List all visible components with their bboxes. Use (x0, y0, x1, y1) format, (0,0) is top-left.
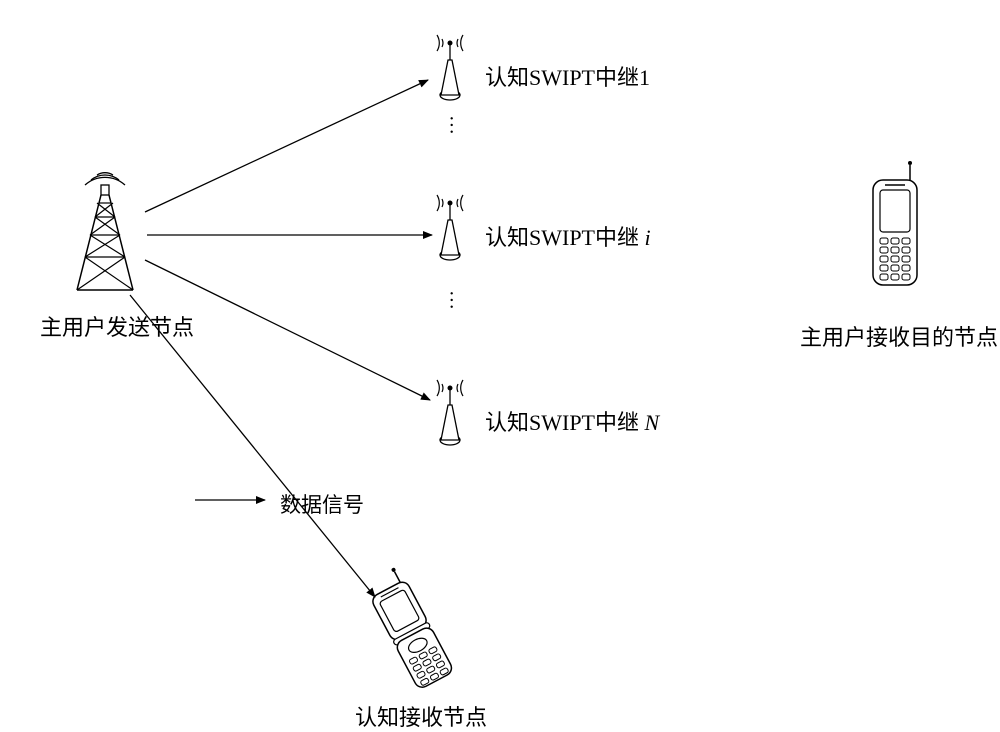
relay-1-icon (437, 35, 463, 100)
phone-right-label: 主用户接收目的节点 (800, 320, 998, 352)
relay-1-label: 认知SWIPT中继1 (485, 60, 650, 92)
relay-i-icon (437, 195, 463, 260)
relay-1-suffix: 1 (639, 65, 650, 90)
phone-right-icon (873, 161, 917, 285)
tower-label: 主用户发送节点 (40, 310, 194, 342)
dots-2: ··· (446, 290, 456, 310)
legend-label: 数据信号 (280, 489, 364, 519)
relay-i-label: 认知SWIPT中继 i (485, 220, 651, 252)
tower-icon (77, 173, 133, 290)
edge-tower-relay1 (145, 80, 428, 212)
relay-prefix: 认知SWIPT中继 (485, 65, 639, 90)
relay-prefix-n: 认知SWIPT中继 (485, 410, 639, 435)
diagram-canvas: 主用户发送节点 认知SWIPT中继1 认知SWIPT中继 i 认知SWIPT中继… (0, 0, 1000, 731)
svg-layer (0, 0, 1000, 731)
dots-1: ··· (446, 115, 456, 135)
relay-n-label: 认知SWIPT中继 N (485, 405, 659, 437)
relay-prefix-i: 认知SWIPT中继 (485, 225, 639, 250)
relay-n-suffix: N (645, 410, 660, 435)
relay-i-suffix: i (645, 225, 651, 250)
relay-n-icon (437, 380, 463, 445)
phone-bottom-icon (363, 565, 455, 690)
phone-bottom-label: 认知接收节点 (355, 700, 487, 732)
